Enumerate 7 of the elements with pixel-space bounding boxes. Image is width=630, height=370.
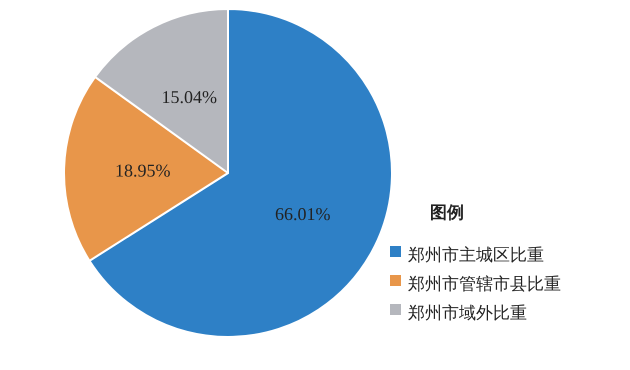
data-label: 18.95% [115, 160, 171, 180]
legend-title: 图例 [430, 203, 464, 223]
legend-label: 郑州市域外比重 [408, 304, 527, 324]
data-label: 66.01% [274, 204, 330, 224]
legend-label: 郑州市主城区比重 [408, 246, 544, 266]
data-label: 15.04% [161, 87, 217, 108]
legend-label: 郑州市管辖市县比重 [408, 274, 561, 295]
